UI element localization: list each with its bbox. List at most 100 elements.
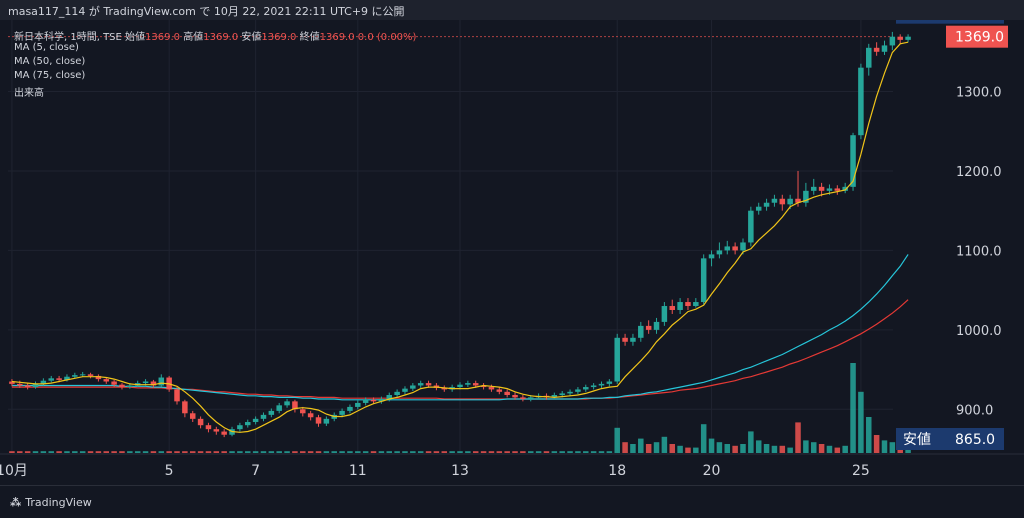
volume-bar <box>284 451 290 453</box>
candle-body <box>638 325 644 338</box>
volume-bar <box>95 451 102 453</box>
legend-symbol-line: 新日本科学, 1時間, TSE 始値1369.0 高値1369.0 安値1369… <box>14 28 416 43</box>
volume-bar <box>685 447 691 453</box>
volume-bar <box>386 451 393 453</box>
volume-bar <box>583 451 589 453</box>
legend-ma5[interactable]: MA (5, close) <box>14 42 79 53</box>
candle-body <box>268 410 275 415</box>
candle-body <box>622 337 628 342</box>
volume-bar <box>189 451 196 453</box>
legend-open-value: 1369.0 <box>145 32 181 43</box>
candle-body <box>300 409 306 414</box>
candle-body <box>614 337 620 382</box>
volume-bar <box>763 444 770 453</box>
volume-bar <box>504 451 510 453</box>
ma75-line <box>11 299 909 400</box>
candle-body <box>9 381 15 384</box>
volume-bar <box>708 438 715 453</box>
candle-body <box>127 385 133 388</box>
last-price-value: 1369.0 <box>955 30 1004 46</box>
price-tick-label: 1000.0 <box>956 324 1002 339</box>
legend-high-label: 高値 <box>183 32 204 43</box>
candle-body <box>182 401 188 414</box>
candle-body <box>873 47 880 52</box>
volume-bar <box>732 445 738 453</box>
high-badge-label: 高値 <box>903 20 931 22</box>
volume-bar <box>559 451 565 453</box>
volume-bar <box>72 451 78 453</box>
candle-body <box>315 417 322 424</box>
candle-body <box>32 383 39 388</box>
volume-bar <box>307 451 314 453</box>
volume-bar <box>103 451 110 453</box>
time-tick-label: 10月 <box>0 463 28 479</box>
candle-body <box>362 399 369 403</box>
volume-bar <box>724 444 731 453</box>
volume-bar <box>9 451 15 453</box>
legend-volume[interactable]: 出来高 <box>14 88 44 99</box>
candle-body <box>889 36 896 46</box>
candle-body <box>87 374 94 376</box>
candle-body <box>197 418 204 426</box>
volume-bar <box>410 451 416 453</box>
volume-bar <box>480 451 487 453</box>
candle-body <box>551 395 558 398</box>
volume-bar <box>252 451 259 453</box>
candle-body <box>276 405 282 411</box>
candle-body <box>504 391 510 396</box>
volume-bar <box>826 445 833 453</box>
volume-bar <box>370 451 377 453</box>
candle-body <box>95 375 102 380</box>
candle-body <box>17 383 23 386</box>
volume-bar <box>417 451 424 453</box>
volume-bar <box>905 447 911 453</box>
volume-bar <box>818 444 825 453</box>
volume-bar <box>858 391 864 453</box>
candle-body <box>245 422 251 426</box>
candle-body <box>347 406 353 411</box>
ma50-line <box>11 254 909 401</box>
legend-ma75[interactable]: MA (75, close) <box>14 70 86 81</box>
candle-body <box>740 242 746 251</box>
legend-open-label: 始値 <box>125 32 146 43</box>
chart-background <box>0 20 1024 485</box>
volume-bar <box>787 447 793 453</box>
legend-ma50[interactable]: MA (50, close) <box>14 56 86 67</box>
candle-body <box>213 429 220 432</box>
volume-bar <box>197 451 204 453</box>
volume-bar <box>323 451 330 453</box>
candle-body <box>810 186 817 191</box>
candle-body <box>763 202 770 207</box>
candle-body <box>803 190 809 203</box>
high-badge-value: 1369.0 <box>955 20 1004 22</box>
volume-bar <box>661 436 668 453</box>
chart-area[interactable]: 1300.01200.01100.01000.0900.0高値1369.0136… <box>0 20 1024 485</box>
volume-bar <box>850 363 856 453</box>
candle-body <box>402 388 408 392</box>
candle-body <box>205 425 212 430</box>
volume-bar <box>48 451 54 453</box>
volume-bar <box>331 451 337 453</box>
candle-body <box>527 397 534 399</box>
volume-bar <box>119 451 125 453</box>
legend-close-label: 終値 <box>299 32 320 43</box>
volume-bar <box>527 451 534 453</box>
publisher-bar: masa117_114 が TradingView.com で 10月 22, … <box>0 0 1024 20</box>
price-chart[interactable]: 1300.01200.01100.01000.0900.0高値1369.0136… <box>0 20 1024 485</box>
volume-bar <box>630 444 636 453</box>
time-tick-label: 13 <box>451 463 469 479</box>
candle-body <box>818 186 825 191</box>
candle-body <box>425 383 432 386</box>
low-badge-value: 865.0 <box>955 432 995 448</box>
candle-body <box>645 325 652 330</box>
tradingview-logo[interactable]: ⁂ TradingView <box>10 496 92 509</box>
volume-bar <box>355 451 361 453</box>
candle-body <box>842 186 848 191</box>
volume-bar <box>245 451 251 453</box>
candle-body <box>787 198 793 205</box>
volume-bar <box>598 451 605 453</box>
time-tick-label: 5 <box>165 463 174 479</box>
time-tick-label: 25 <box>852 463 870 479</box>
volume-bar <box>17 451 23 453</box>
candle-body <box>700 258 707 303</box>
